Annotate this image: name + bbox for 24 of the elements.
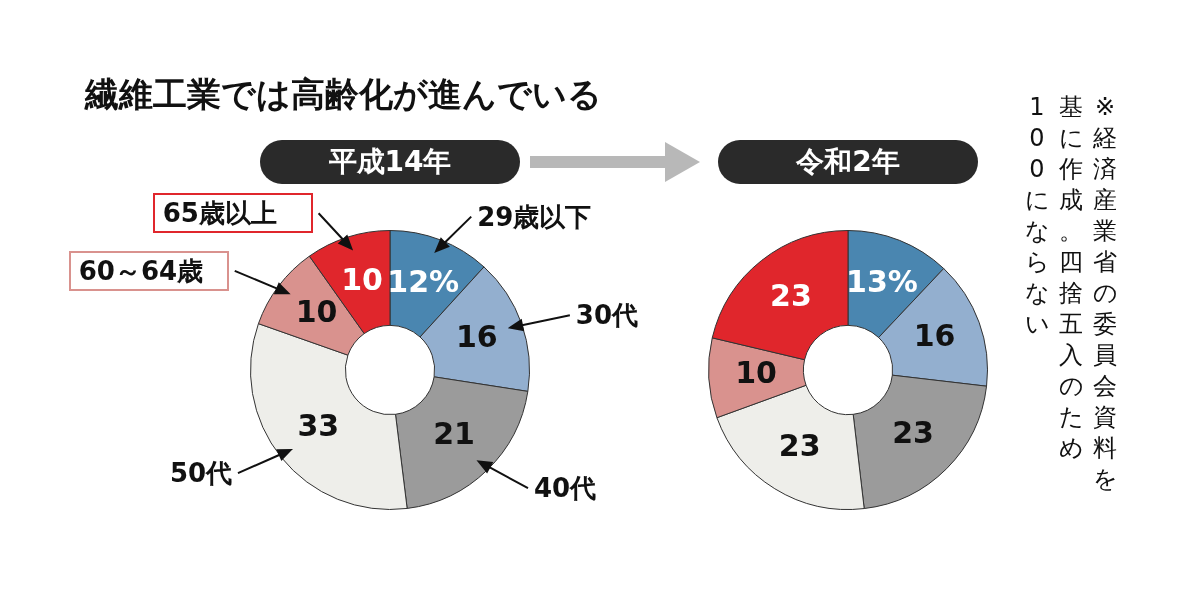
slice-label: 50代 — [169, 457, 233, 490]
data-label: 23 — [778, 428, 821, 464]
text: 100にならない — [1024, 92, 1050, 340]
text: 基に作成。四捨五入のため — [1058, 93, 1084, 462]
data-label: 16 — [455, 319, 498, 355]
slice-label: 40代 — [533, 472, 597, 505]
data-label: 10 — [341, 262, 383, 298]
slice-label: 29歳以下 — [477, 200, 592, 233]
data-label: 13% — [846, 264, 918, 300]
data-label: 33 — [297, 407, 340, 443]
data-label: 23 — [770, 277, 812, 313]
data-label: 21 — [433, 415, 475, 451]
data-label: 12% — [387, 263, 460, 299]
data-label: 10 — [295, 294, 338, 330]
slice-label: 65歳以上 — [152, 193, 313, 234]
data-label: 16 — [913, 318, 956, 354]
chart-subtitle: 令和2年 — [718, 140, 978, 184]
chart-subtitle: 平成14年 — [260, 140, 520, 184]
data-label: 23 — [892, 414, 934, 450]
data-label: 10 — [735, 355, 777, 391]
chart-title: 繊維工業では高齢化が進んでいる — [85, 73, 602, 116]
text: ※経済産業省の委員会資料を — [1092, 93, 1118, 493]
slice-label: 60～64歳 — [68, 250, 229, 291]
slice-label: 30代 — [575, 299, 639, 332]
